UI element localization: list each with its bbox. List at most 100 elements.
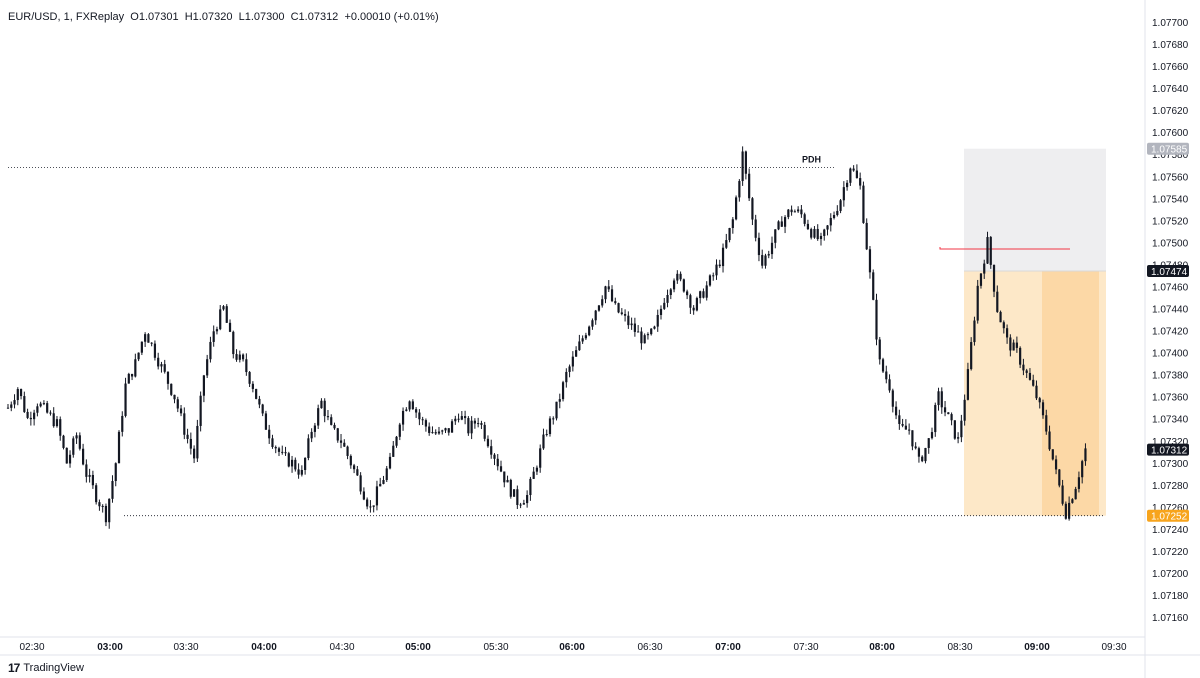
candle-body (307, 438, 310, 458)
candle-body (702, 291, 705, 298)
candle-body (52, 413, 55, 427)
price-tick-label: 1.07700 (1152, 18, 1189, 29)
time-tick-label: 06:00 (559, 642, 585, 653)
candle-body (274, 446, 277, 449)
time-tick-label: 04:00 (251, 642, 277, 653)
candle-body (878, 339, 881, 360)
candle-body (271, 438, 274, 447)
candle-body (411, 401, 414, 410)
candle-body (493, 454, 496, 459)
candle-body (526, 495, 529, 504)
candle-body (885, 371, 888, 380)
candle-body (356, 469, 359, 476)
candle-body (676, 273, 679, 281)
price-tick-label: 1.07340 (1152, 415, 1189, 426)
candle-body (545, 434, 548, 436)
candle-body (42, 403, 46, 405)
price-badge-label: 1.07312 (1151, 446, 1188, 457)
candle-body (1005, 328, 1009, 338)
candle-body (206, 359, 209, 376)
candle-body (108, 498, 111, 523)
candle-body (88, 474, 91, 477)
price-tick-label: 1.07520 (1152, 216, 1189, 227)
price-tick-label: 1.07280 (1152, 481, 1189, 492)
candle-body (1061, 485, 1064, 504)
time-tick-label: 02:30 (19, 642, 44, 653)
candle-body (55, 419, 59, 427)
candle-body (130, 373, 134, 377)
candle-body (875, 299, 878, 340)
candle-body (346, 446, 349, 456)
candle-body (235, 354, 238, 360)
candle-body (999, 311, 1002, 323)
time-tick-label: 06:30 (637, 642, 662, 653)
candle-body (36, 406, 39, 413)
candle-body (686, 291, 689, 296)
candle-body (630, 323, 633, 326)
candle-body (421, 419, 424, 421)
candle-body (173, 394, 176, 400)
candle-body (23, 396, 26, 412)
price-axis[interactable]: 1.07700 1.07680 1.07660 1.07640 1.07620 1.076… (1152, 18, 1189, 624)
candle-body (140, 341, 143, 353)
candle-body (366, 499, 369, 507)
candle-body (352, 465, 356, 470)
candle-body (819, 235, 823, 240)
price-tick-label: 1.07680 (1152, 40, 1189, 51)
candle-body (1035, 385, 1038, 399)
candle-body (1009, 337, 1012, 351)
candle-body (297, 469, 300, 475)
candle-body (1081, 461, 1084, 478)
price-tick-label: 1.07580 (1152, 150, 1189, 161)
tradingview-brand[interactable]: 17 TradingView (8, 661, 84, 675)
candle-body (770, 242, 774, 255)
candle-body (333, 424, 336, 429)
candle-body (323, 400, 326, 417)
candle-body (992, 264, 996, 292)
candle-body (529, 478, 532, 496)
candle-body (46, 403, 49, 413)
candle-body (917, 448, 921, 457)
candle-body (832, 214, 836, 218)
candle-body (731, 219, 734, 229)
candle-body (163, 364, 166, 372)
candle-body (539, 448, 542, 468)
candle-body (552, 418, 555, 420)
candle-body (914, 446, 917, 449)
time-axis[interactable]: 02:30 03:00 03:30 04:00 04:30 05:00 05:30 06:00… (19, 642, 1126, 653)
candle-body (983, 263, 986, 274)
candle-body (232, 331, 235, 355)
candle-body (1025, 370, 1028, 373)
candle-body (761, 255, 764, 266)
candle-body (264, 413, 268, 430)
candle-body (712, 275, 715, 277)
candle-body (823, 229, 826, 236)
high-value: H1.07320 (184, 11, 233, 23)
candle-body (872, 272, 875, 300)
candle-body (620, 312, 623, 315)
candle-body (473, 420, 476, 424)
candle-body (499, 466, 503, 472)
candle-body (780, 221, 783, 227)
candle-body (682, 279, 685, 292)
candle-body (826, 225, 829, 230)
candle-body (170, 383, 173, 395)
candle-body (604, 286, 607, 300)
candle-body (277, 448, 281, 452)
candle-body (797, 209, 800, 212)
candle-body (101, 505, 104, 507)
candle-body (666, 294, 669, 303)
candle-body (405, 409, 408, 411)
price-tick-label: 1.07660 (1152, 62, 1189, 73)
price-badge (1147, 265, 1189, 278)
time-tick-label: 07:30 (793, 642, 818, 653)
candle-body (1084, 448, 1087, 462)
candle-body (193, 448, 196, 459)
candle-body (117, 431, 121, 464)
candle-body (718, 264, 721, 267)
candle-body (186, 434, 189, 439)
price-tick-label: 1.07240 (1152, 525, 1189, 536)
candle-body (846, 182, 849, 188)
candle-body (85, 464, 88, 477)
